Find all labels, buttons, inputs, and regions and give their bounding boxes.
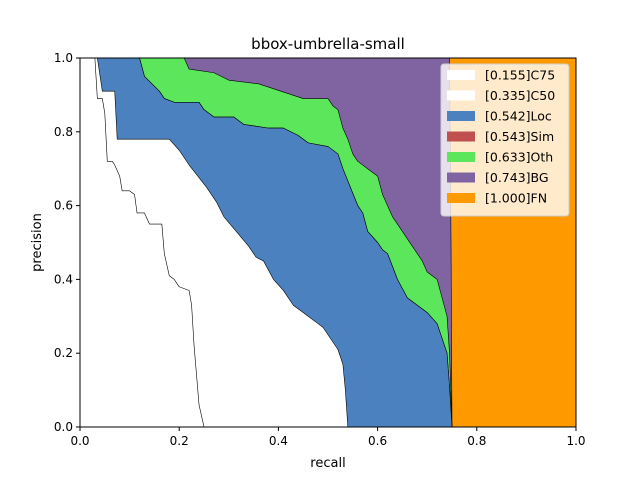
y-axis: 0.0 0.2 0.4 0.6 0.8 1.0 [54,51,80,434]
x-tick-label: 0.4 [269,434,288,448]
legend-label-0-633-oth: [0.633]Oth [485,150,553,165]
y-tick-label: 0.4 [54,272,73,286]
y-axis-label: precision [30,213,45,272]
legend-swatch-0-633-oth [447,152,475,162]
legend-label-1-000-fn: [1.000]FN [485,191,547,206]
legend-label-0-543-sim: [0.543]Sim [485,129,554,144]
y-tick-label: 0.8 [54,125,73,139]
legend-swatch-0-542-loc [447,111,475,121]
x-tick-label: 0.0 [70,434,89,448]
chart-title: bbox-umbrella-small [251,35,405,53]
x-tick-label: 0.6 [368,434,387,448]
legend-items: [0.155]C75 [0.335]C50 [0.542]Loc [0.543]Sim… [447,68,555,206]
legend-label-0-743-bg: [0.743]BG [485,170,549,185]
x-tick-label: 0.2 [170,434,189,448]
legend-label-0-335-c50: [0.335]C50 [485,88,555,103]
legend-swatch-1-000-fn [447,193,475,203]
legend-swatch-0-543-sim [447,131,475,142]
plot-frame [79,57,577,428]
y-tick-label: 1.0 [54,51,73,65]
x-tick-label: 0.8 [467,434,486,448]
legend-label-0-542-loc: [0.542]Loc [485,109,552,124]
legend-swatch-0-155-c75 [447,70,475,80]
y-tick-label: 0.6 [54,199,73,213]
series-area-0-155-c75 [79,57,205,428]
x-axis: 0.0 0.2 0.4 0.6 0.8 1.0 [70,427,586,448]
y-tick-label: 0.2 [54,346,73,360]
x-tick-label: 1.0 [566,434,585,448]
legend: [0.155]C75 [0.335]C50 [0.542]Loc [0.543]Sim… [440,63,570,217]
y-tick-label: 0.0 [54,420,73,434]
legend-swatch-0-743-bg [447,172,475,183]
series-layer [79,57,576,428]
legend-swatch-0-335-c50 [447,90,475,101]
x-axis-label: recall [310,456,345,471]
legend-label-0-155-c75: [0.155]C75 [485,68,555,83]
